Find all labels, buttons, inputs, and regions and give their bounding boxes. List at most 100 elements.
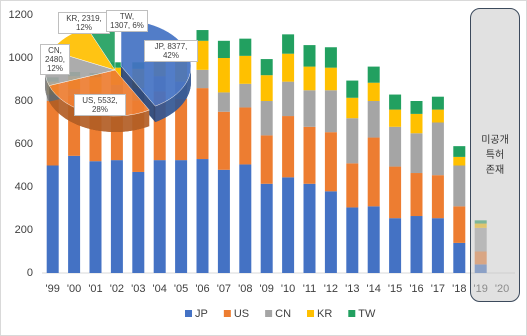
bar-segment bbox=[453, 146, 466, 157]
bar-segment bbox=[346, 97, 359, 119]
x-tick-label: '99 bbox=[46, 283, 60, 295]
x-tick-label: '00 bbox=[67, 283, 81, 295]
bar-segment bbox=[346, 207, 359, 273]
bar-segment bbox=[196, 88, 209, 160]
bar-segment bbox=[346, 163, 359, 208]
bar-segment bbox=[453, 242, 466, 273]
x-tick-label: '14 bbox=[367, 283, 381, 295]
y-tick-label: 400 bbox=[15, 181, 33, 193]
bar-segment bbox=[303, 90, 316, 127]
bar-segment bbox=[260, 75, 273, 101]
bar-segment bbox=[389, 166, 402, 219]
bar-segment bbox=[217, 111, 230, 170]
bar-segment bbox=[410, 113, 423, 134]
pie-label: US, 5532, 28% bbox=[74, 94, 126, 116]
bar-segment bbox=[196, 30, 209, 41]
bar-segment bbox=[46, 101, 59, 166]
bar-segment bbox=[410, 133, 423, 174]
bar-segment bbox=[389, 218, 402, 273]
x-tick-label: '16 bbox=[409, 283, 423, 295]
pie-label: CN, 2480, 12% bbox=[40, 44, 70, 75]
bar-segment bbox=[196, 69, 209, 89]
x-tick-label: '09 bbox=[260, 283, 274, 295]
pie-label: TW, 1307, 6% bbox=[106, 10, 148, 32]
x-tick-label: '15 bbox=[388, 283, 402, 295]
bar-segment bbox=[217, 169, 230, 273]
bar-segment bbox=[217, 58, 230, 93]
x-tick-label: '06 bbox=[195, 283, 209, 295]
bar-segment bbox=[175, 160, 188, 273]
bar-segment bbox=[389, 94, 402, 110]
y-tick-label: 200 bbox=[15, 224, 33, 236]
x-tick-label: '13 bbox=[345, 283, 359, 295]
bar-segment bbox=[431, 122, 444, 176]
bar-segment bbox=[453, 165, 466, 207]
legend-label: CN bbox=[275, 308, 291, 320]
bar-segment bbox=[303, 66, 316, 91]
bar-segment bbox=[89, 161, 102, 273]
bar-segment bbox=[367, 82, 380, 101]
bar-segment bbox=[239, 38, 252, 56]
bar-segment bbox=[239, 55, 252, 84]
bar-segment bbox=[303, 183, 316, 273]
y-tick-label: 600 bbox=[15, 138, 33, 150]
bar-segment bbox=[410, 101, 423, 114]
bar-segment bbox=[282, 177, 295, 273]
bar-segment bbox=[410, 173, 423, 217]
x-tick-label: '11 bbox=[303, 283, 317, 295]
bar-segment bbox=[217, 92, 230, 112]
bar-segment bbox=[367, 66, 380, 83]
bar-segment bbox=[324, 90, 337, 133]
bar-segment bbox=[431, 218, 444, 273]
bar-segment bbox=[324, 132, 337, 192]
bar-segment bbox=[260, 183, 273, 273]
bar-segment bbox=[153, 160, 166, 273]
x-tick-label: '04 bbox=[153, 283, 167, 295]
annotation-line: 존재 bbox=[485, 164, 505, 176]
legend-marker bbox=[185, 310, 192, 317]
bar-segment bbox=[324, 47, 337, 68]
x-tick-label: '17 bbox=[431, 283, 445, 295]
bar-segment bbox=[367, 101, 380, 138]
legend-label: US bbox=[234, 308, 249, 320]
bar-segment bbox=[453, 156, 466, 166]
bar-segment bbox=[110, 62, 123, 68]
bar-segment bbox=[175, 98, 188, 161]
x-tick-label: '07 bbox=[217, 283, 231, 295]
bar-segment bbox=[303, 126, 316, 184]
legend-label: TW bbox=[358, 308, 376, 320]
x-tick-label: '12 bbox=[324, 283, 338, 295]
legend-label: KR bbox=[317, 308, 332, 320]
annotation-box: 미공개 특허 존재 bbox=[470, 8, 520, 302]
bar-segment bbox=[46, 165, 59, 273]
bar-segment bbox=[239, 107, 252, 165]
bar-segment bbox=[303, 45, 316, 67]
bar-segment bbox=[282, 81, 295, 117]
legend-marker bbox=[223, 310, 231, 317]
x-tick-label: '03 bbox=[131, 283, 145, 295]
x-tick-label: '18 bbox=[452, 283, 466, 295]
bar-segment bbox=[239, 164, 252, 273]
bar-segment bbox=[282, 116, 295, 178]
bar-segment bbox=[324, 191, 337, 273]
pie-label: KR, 2319, 12% bbox=[58, 12, 110, 34]
bar-segment bbox=[196, 40, 209, 70]
x-tick-label: '02 bbox=[110, 283, 124, 295]
pie-label: JP, 8377, 42% bbox=[144, 40, 198, 62]
legend-marker bbox=[265, 310, 273, 317]
x-tick-label: '10 bbox=[281, 283, 295, 295]
bar-segment bbox=[239, 83, 252, 108]
annotation-line: 미공개 bbox=[481, 134, 509, 146]
legend-marker bbox=[348, 310, 356, 317]
bar-segment bbox=[260, 59, 273, 76]
bar-segment bbox=[389, 126, 402, 167]
bar-segment bbox=[367, 206, 380, 273]
pie-side bbox=[155, 66, 191, 123]
x-tick-label: '01 bbox=[88, 283, 102, 295]
bar-segment bbox=[196, 159, 209, 273]
bar-segment bbox=[282, 53, 295, 82]
x-tick-label: '08 bbox=[238, 283, 252, 295]
bar-segment bbox=[260, 135, 273, 184]
